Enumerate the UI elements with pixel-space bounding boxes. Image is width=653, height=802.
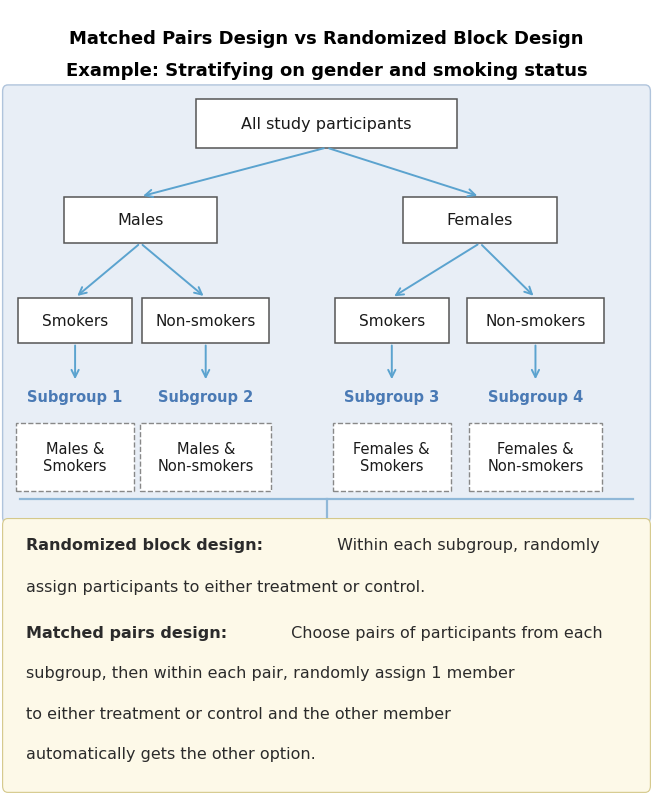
FancyBboxPatch shape	[64, 197, 217, 244]
Text: Smokers: Smokers	[358, 314, 425, 328]
Text: Subgroup 2: Subgroup 2	[158, 390, 253, 404]
FancyBboxPatch shape	[334, 298, 449, 343]
Text: Non-smokers: Non-smokers	[485, 314, 586, 328]
Text: Subgroup 4: Subgroup 4	[488, 390, 583, 404]
Text: Matched Pairs Design vs Randomized Block Design: Matched Pairs Design vs Randomized Block…	[69, 30, 584, 47]
Text: subgroup, then within each pair, randomly assign 1 member: subgroup, then within each pair, randoml…	[26, 666, 515, 681]
Text: Males &
Smokers: Males & Smokers	[43, 441, 107, 473]
FancyBboxPatch shape	[140, 423, 271, 491]
FancyBboxPatch shape	[196, 100, 457, 148]
Text: Females &
Smokers: Females & Smokers	[353, 441, 430, 473]
Text: Males: Males	[117, 213, 164, 228]
Text: Males &
Non-smokers: Males & Non-smokers	[157, 441, 254, 473]
Text: Smokers: Smokers	[42, 314, 108, 328]
Text: All study participants: All study participants	[241, 117, 412, 132]
Text: automatically gets the other option.: automatically gets the other option.	[26, 746, 316, 761]
Text: Randomized block design:: Randomized block design:	[26, 537, 263, 553]
FancyBboxPatch shape	[3, 519, 650, 792]
Text: to either treatment or control and the other member: to either treatment or control and the o…	[26, 706, 451, 721]
Text: Females: Females	[447, 213, 513, 228]
Text: Example: Stratifying on gender and smoking status: Example: Stratifying on gender and smoki…	[66, 62, 587, 79]
FancyBboxPatch shape	[142, 298, 270, 343]
FancyBboxPatch shape	[18, 298, 133, 343]
FancyBboxPatch shape	[468, 423, 602, 491]
Text: Subgroup 3: Subgroup 3	[344, 390, 439, 404]
Text: Matched pairs design:: Matched pairs design:	[26, 626, 227, 641]
FancyBboxPatch shape	[467, 298, 604, 343]
Text: Subgroup 1: Subgroup 1	[27, 390, 123, 404]
FancyBboxPatch shape	[403, 197, 556, 244]
Text: Females &
Non-smokers: Females & Non-smokers	[487, 441, 584, 473]
Text: assign participants to either treatment or control.: assign participants to either treatment …	[26, 579, 425, 594]
Text: Non-smokers: Non-smokers	[155, 314, 256, 328]
Text: Choose pairs of participants from each: Choose pairs of participants from each	[285, 626, 602, 641]
FancyBboxPatch shape	[333, 423, 451, 491]
Text: Within each subgroup, randomly: Within each subgroup, randomly	[332, 537, 599, 553]
FancyBboxPatch shape	[16, 423, 134, 491]
FancyBboxPatch shape	[3, 86, 650, 524]
